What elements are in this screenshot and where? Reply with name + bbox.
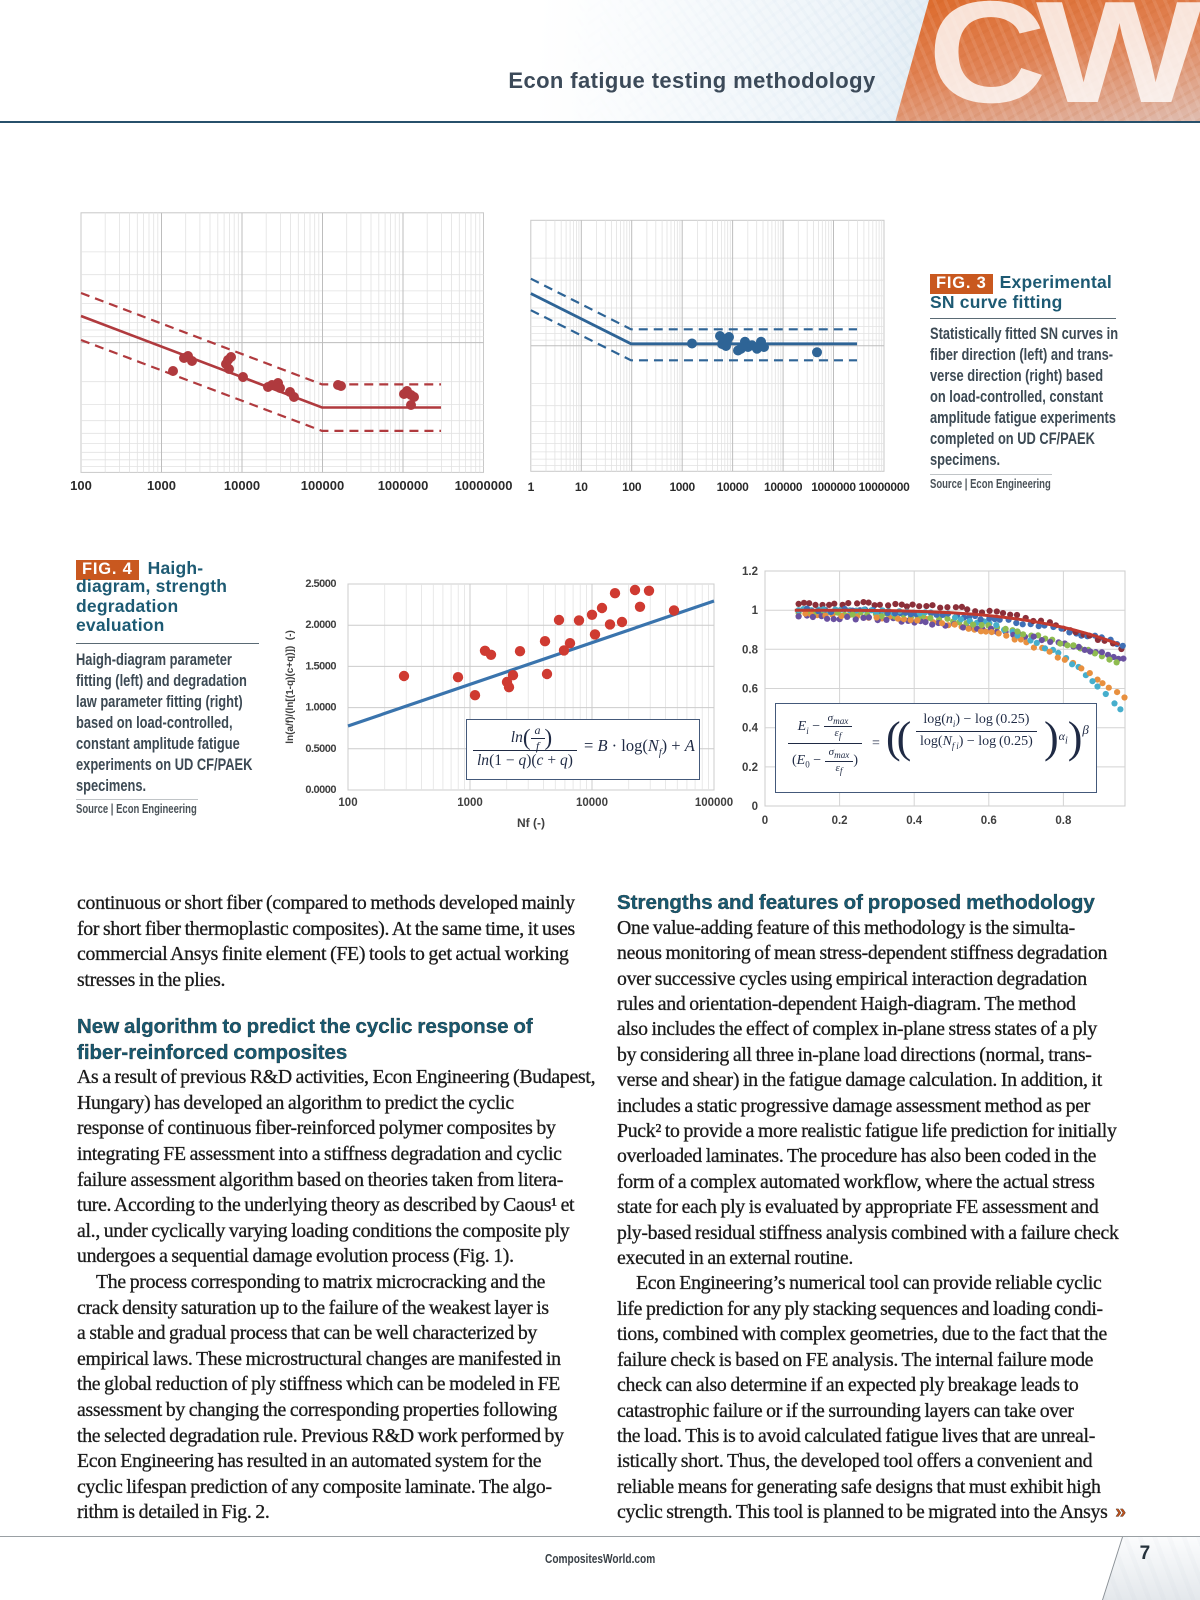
svg-text:1000: 1000 [669, 480, 695, 494]
svg-text:100000: 100000 [764, 480, 803, 494]
svg-text:10000: 10000 [576, 797, 608, 809]
svg-text:0.6: 0.6 [981, 815, 997, 827]
svg-text:1000000: 1000000 [811, 480, 856, 494]
svg-text:ln(a/f)/(ln[(1-q)(c+q)]) (-): ln(a/f)/(ln[(1-q)(c+q)]) (-) [285, 630, 296, 744]
svg-text:0.6: 0.6 [742, 684, 758, 696]
svg-text:0.5000: 0.5000 [305, 743, 336, 755]
svg-text:1: 1 [752, 605, 759, 617]
svg-text:10: 10 [575, 480, 588, 494]
svg-text:100: 100 [70, 478, 92, 493]
svg-text:1000: 1000 [457, 797, 483, 809]
svg-text:10000000: 10000000 [455, 478, 513, 493]
svg-text:2.5000: 2.5000 [305, 578, 336, 590]
svg-text:10000000: 10000000 [859, 480, 911, 494]
svg-text:0.2: 0.2 [832, 815, 848, 827]
svg-text:0: 0 [762, 815, 768, 827]
svg-text:2.0000: 2.0000 [305, 619, 336, 631]
svg-text:0.4: 0.4 [906, 815, 923, 827]
svg-text:100000: 100000 [695, 797, 733, 809]
svg-text:0.4: 0.4 [742, 723, 759, 735]
svg-text:1.0000: 1.0000 [305, 702, 336, 714]
svg-text:1: 1 [528, 480, 535, 494]
svg-text:100: 100 [622, 480, 642, 494]
svg-text:0: 0 [752, 801, 758, 813]
svg-text:Nf (-): Nf (-) [517, 816, 545, 830]
svg-text:100000: 100000 [301, 478, 344, 493]
svg-text:0.8: 0.8 [742, 644, 759, 656]
svg-text:1000: 1000 [147, 478, 176, 493]
svg-text:1.5000: 1.5000 [305, 660, 336, 672]
svg-text:0.8: 0.8 [1055, 815, 1072, 827]
svg-text:10000: 10000 [717, 480, 749, 494]
svg-text:1.2: 1.2 [742, 566, 758, 578]
svg-text:100: 100 [338, 797, 357, 809]
svg-text:0.0000: 0.0000 [305, 784, 336, 796]
svg-text:1000000: 1000000 [378, 478, 429, 493]
svg-text:0.2: 0.2 [742, 762, 758, 774]
svg-text:10000: 10000 [224, 478, 260, 493]
